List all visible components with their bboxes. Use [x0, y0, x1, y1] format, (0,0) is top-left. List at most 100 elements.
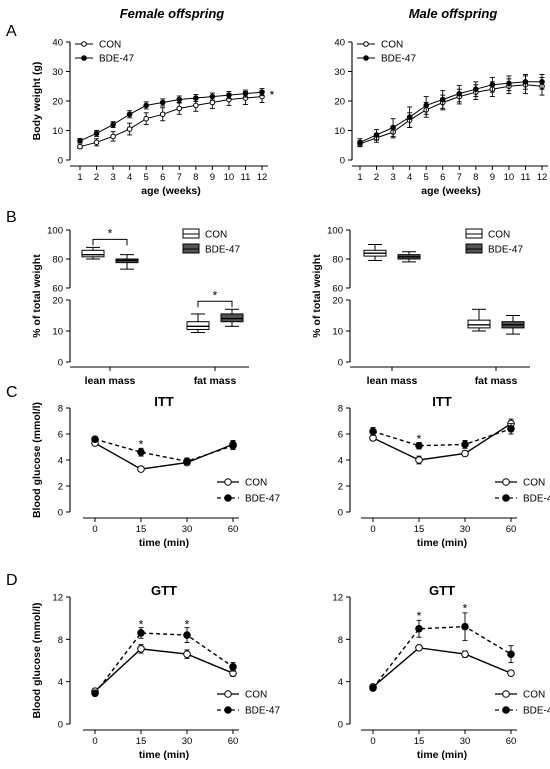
y-tick-label: 100 [327, 226, 343, 237]
x-axis-label: time (min) [139, 749, 189, 761]
significance-star: * [417, 432, 422, 446]
series-line-CON [79, 96, 263, 148]
legend-label: CON [205, 230, 227, 241]
series-line-CON [94, 648, 234, 692]
series-line-BDE-47 [372, 625, 512, 689]
data-point-BDE-47 [390, 124, 396, 131]
x-tick-label: 4 [127, 172, 132, 183]
legend-marker [502, 494, 510, 502]
data-point-CON [415, 456, 423, 464]
y-tick-label: 12 [52, 593, 63, 604]
x-tick-label: 60 [506, 524, 517, 535]
data-point-BDE-47 [159, 99, 166, 106]
chart-title: ITT [154, 394, 174, 409]
box-BDE-47 [220, 313, 244, 323]
panel-label-d: D [6, 572, 18, 589]
y-tick-label: 10 [332, 327, 343, 338]
chart-C-female: 0 2 4 6 8 0 15 30 60 time (min) Blood glucose (mmo… [31, 394, 280, 549]
x-tick-label: 1 [357, 172, 362, 183]
y-axis-label: Blood glucose (mmol/l) [31, 602, 43, 718]
series-line-BDE-47 [94, 438, 234, 463]
x-tick-label: 4 [407, 172, 412, 183]
legend-label: BDE-47 [205, 245, 240, 256]
x-tick-label: 8 [473, 172, 478, 183]
chart-B-female: 60 80 100 0 10 20 lean mass fat mass % of total … [31, 226, 249, 387]
x-tick-label: 30 [182, 736, 193, 747]
data-point-BDE-47 [506, 80, 512, 87]
y-tick-label: 100 [47, 226, 63, 237]
x-tick-label: 5 [144, 172, 149, 183]
legend-label: CON [245, 690, 267, 701]
x-axis-label: time (min) [417, 537, 467, 549]
data-point-BDE-47 [93, 130, 100, 137]
y-tick-label: 12 [332, 593, 343, 604]
data-point-BDE-47 [126, 111, 133, 118]
data-point-CON [143, 115, 149, 122]
data-point-CON [77, 143, 83, 150]
data-point-BDE-47 [229, 441, 237, 450]
legend-marker [224, 690, 232, 698]
data-point-CON [176, 105, 183, 112]
data-point-CON [461, 449, 469, 458]
y-tick-label: 20 [332, 296, 343, 307]
y-tick-label: 8 [338, 404, 343, 415]
y-tick-label: 0 [58, 358, 63, 369]
x-tick-label: 6 [440, 172, 445, 183]
legend-marker [81, 55, 87, 61]
legend-marker [224, 478, 232, 486]
data-point-BDE-47 [176, 96, 183, 103]
legend-marker [502, 690, 510, 698]
data-point-CON [507, 669, 515, 678]
y-tick-label: 20 [52, 296, 63, 307]
chart-B-male: 60 80 100 0 10 20 lean mass fat mass % of total … [311, 226, 530, 387]
y-tick-label: 10 [52, 327, 63, 338]
x-tick-label: 15 [136, 736, 147, 747]
data-point-BDE-47 [357, 139, 363, 146]
legend-label: BDE-47 [99, 54, 134, 65]
x-tick-label: 11 [521, 172, 531, 183]
x-category-label: lean mass [85, 375, 136, 387]
legend-label: BDE-47 [488, 245, 523, 256]
x-tick-label: 2 [94, 172, 99, 183]
x-tick-label: 0 [92, 736, 97, 747]
y-tick-label: 10 [334, 126, 345, 137]
data-point-BDE-47 [539, 79, 545, 85]
significance-star: * [139, 437, 144, 451]
y-tick-label: 80 [332, 255, 343, 266]
data-point-CON [159, 111, 166, 118]
data-point-BDE-47 [507, 650, 515, 658]
data-point-CON [415, 644, 423, 652]
data-point-BDE-47 [423, 102, 429, 109]
legend-marker [224, 494, 232, 502]
x-tick-label: 60 [228, 524, 239, 535]
x-tick-label: 9 [490, 172, 495, 183]
x-tick-label: 15 [414, 736, 425, 747]
x-tick-label: 3 [110, 172, 115, 183]
legend-marker [363, 55, 369, 61]
data-point-CON [183, 650, 191, 658]
legend-label: BDE-47 [381, 54, 416, 65]
significance-star: * [185, 618, 190, 632]
series-line-CON [94, 442, 234, 470]
y-tick-label: 40 [52, 38, 63, 49]
box-CON [467, 319, 491, 329]
data-point-BDE-47 [373, 132, 380, 138]
x-tick-label: 1 [77, 172, 82, 183]
y-tick-label: 60 [332, 284, 343, 295]
x-tick-label: 7 [177, 172, 182, 183]
series-line-CON [359, 84, 543, 145]
x-tick-label: 2 [374, 172, 379, 183]
legend-label: BDE-47 [245, 706, 280, 717]
y-tick-label: 80 [52, 255, 63, 266]
x-tick-label: 6 [160, 172, 165, 183]
legend-label: CON [245, 478, 267, 489]
legend-marker [502, 478, 510, 486]
x-tick-label: 30 [460, 524, 471, 535]
x-tick-label: 0 [370, 736, 375, 747]
series-line-CON [372, 423, 512, 461]
significance-star: * [417, 609, 422, 623]
y-tick-label: 4 [338, 677, 343, 688]
chart-title: GTT [429, 583, 455, 598]
x-tick-label: 8 [193, 172, 198, 183]
column-title-male: Male offspring [409, 6, 498, 21]
